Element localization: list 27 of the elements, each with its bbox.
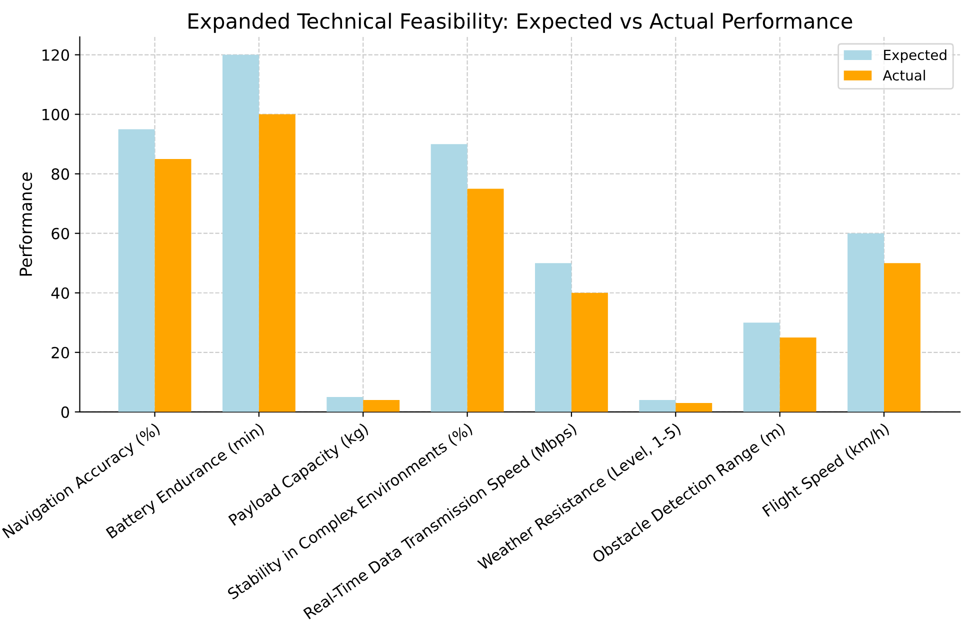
y-tick-label: 80 — [52, 168, 70, 180]
legend-label: Actual — [882, 70, 925, 81]
bar — [780, 338, 816, 412]
y-tick-label: 120 — [42, 49, 70, 61]
y-tick-label: 40 — [51, 287, 70, 299]
legend-label: Expected — [884, 49, 946, 63]
bar — [639, 400, 676, 412]
bar — [884, 263, 920, 412]
bar — [154, 158, 192, 412]
y-axis-title: Performance — [19, 172, 32, 276]
bar — [535, 263, 572, 412]
bar — [118, 129, 155, 412]
bar — [363, 400, 400, 412]
bar — [571, 292, 608, 412]
bar — [430, 144, 468, 412]
bar — [848, 233, 884, 412]
y-tick-label: 20 — [52, 346, 70, 358]
bar — [467, 188, 504, 412]
bar — [258, 114, 296, 412]
y-tick-label: 100 — [42, 108, 70, 120]
bar — [743, 322, 780, 412]
y-tick-label: 0 — [61, 406, 70, 418]
bar — [676, 402, 712, 412]
chart-title: Expanded Technical Feasibility: Expected vs Actual Performance — [188, 12, 852, 33]
bar — [222, 54, 259, 412]
y-tick-label: 60 — [52, 228, 70, 240]
bar — [326, 397, 364, 412]
